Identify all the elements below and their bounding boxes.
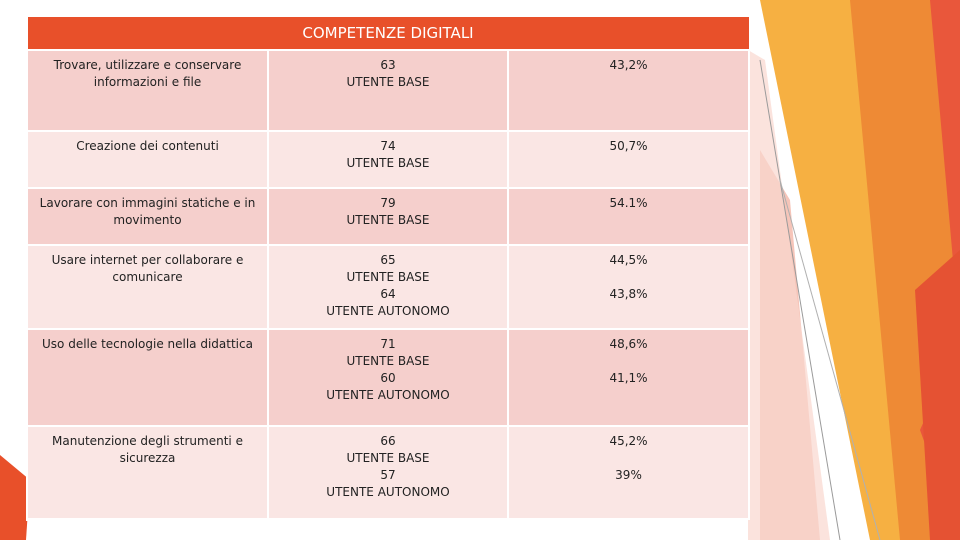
percent-value: 44,5% <box>609 253 648 267</box>
competence-cell: Lavorare con immagini statiche e in movi… <box>26 187 269 246</box>
percent-cell: 54.1% <box>506 187 751 246</box>
count-value: 60 <box>380 371 396 385</box>
percent-value: 48,6% <box>609 337 648 351</box>
user-level: UTENTE AUTONOMO <box>326 485 450 499</box>
user-level: UTENTE BASE <box>346 451 430 465</box>
user-level: UTENTE AUTONOMO <box>326 388 450 402</box>
deco-line <box>779 179 881 540</box>
count-cell: 63 UTENTE BASE <box>267 49 509 132</box>
percent-cell: 45,2% 39% <box>506 425 751 520</box>
competence-cell: Creazione dei contenuti <box>26 130 269 189</box>
spacer <box>517 353 740 370</box>
competence-table: COMPETENZE DIGITALI Trovare, utilizzare … <box>26 16 751 520</box>
count-value: 63 <box>380 58 396 72</box>
deco-line <box>759 59 841 540</box>
count-value: 57 <box>380 468 396 482</box>
table-row: Manutenzione degli strumenti e sicurezza… <box>26 425 751 520</box>
percent-value: 41,1% <box>609 371 648 385</box>
competence-cell: Manutenzione degli strumenti e sicurezza <box>26 425 269 520</box>
count-cell: 71 UTENTE BASE 60 UTENTE AUTONOMO <box>267 328 509 427</box>
spacer <box>517 269 740 286</box>
percent-value: 45,2% <box>609 434 648 448</box>
count-cell: 79 UTENTE BASE <box>267 187 509 246</box>
count-value: 65 <box>380 253 396 267</box>
count-value: 74 <box>380 139 396 153</box>
percent-value: 39% <box>615 468 642 482</box>
spacer <box>517 450 740 467</box>
count-value: 71 <box>380 337 396 351</box>
competence-cell: Usare internet per collaborare e comunic… <box>26 244 269 330</box>
count-cell: 74 UTENTE BASE <box>267 130 509 189</box>
percent-cell: 44,5% 43,8% <box>506 244 751 330</box>
competence-cell: Uso delle tecnologie nella didattica <box>26 328 269 427</box>
user-level: UTENTE BASE <box>346 75 430 89</box>
percent-value: 50,7% <box>609 139 648 153</box>
count-value: 79 <box>380 196 396 210</box>
table-row: Trovare, utilizzare e conservare informa… <box>26 49 751 132</box>
user-level: UTENTE BASE <box>346 354 430 368</box>
table-row: Usare internet per collaborare e comunic… <box>26 244 751 330</box>
deco-shape-red-right <box>915 250 960 540</box>
count-value: 64 <box>380 287 396 301</box>
count-value: 66 <box>380 434 396 448</box>
competence-table-container: COMPETENZE DIGITALI Trovare, utilizzare … <box>26 16 751 521</box>
deco-shape-left <box>0 455 30 540</box>
percent-cell: 48,6% 41,1% <box>506 328 751 427</box>
user-level: UTENTE AUTONOMO <box>326 304 450 318</box>
user-level: UTENTE BASE <box>346 213 430 227</box>
deco-shape-pale <box>748 50 830 540</box>
percent-cell: 43,2% <box>506 49 751 132</box>
table-row: Creazione dei contenuti 74 UTENTE BASE 50,7… <box>26 130 751 189</box>
table-row: Lavorare con immagini statiche e in movi… <box>26 187 751 246</box>
table-title: COMPETENZE DIGITALI <box>26 16 750 51</box>
table-row: Uso delle tecnologie nella didattica 71 UT… <box>26 328 751 427</box>
user-level: UTENTE BASE <box>346 270 430 284</box>
percent-value: 43,2% <box>609 58 648 72</box>
percent-cell: 50,7% <box>506 130 751 189</box>
table-body: Trovare, utilizzare e conservare informa… <box>26 49 751 520</box>
count-cell: 65 UTENTE BASE 64 UTENTE AUTONOMO <box>267 244 509 330</box>
percent-value: 54.1% <box>609 196 648 210</box>
percent-value: 43,8% <box>609 287 648 301</box>
count-cell: 66 UTENTE BASE 57 UTENTE AUTONOMO <box>267 425 509 520</box>
user-level: UTENTE BASE <box>346 156 430 170</box>
competence-cell: Trovare, utilizzare e conservare informa… <box>26 49 269 132</box>
